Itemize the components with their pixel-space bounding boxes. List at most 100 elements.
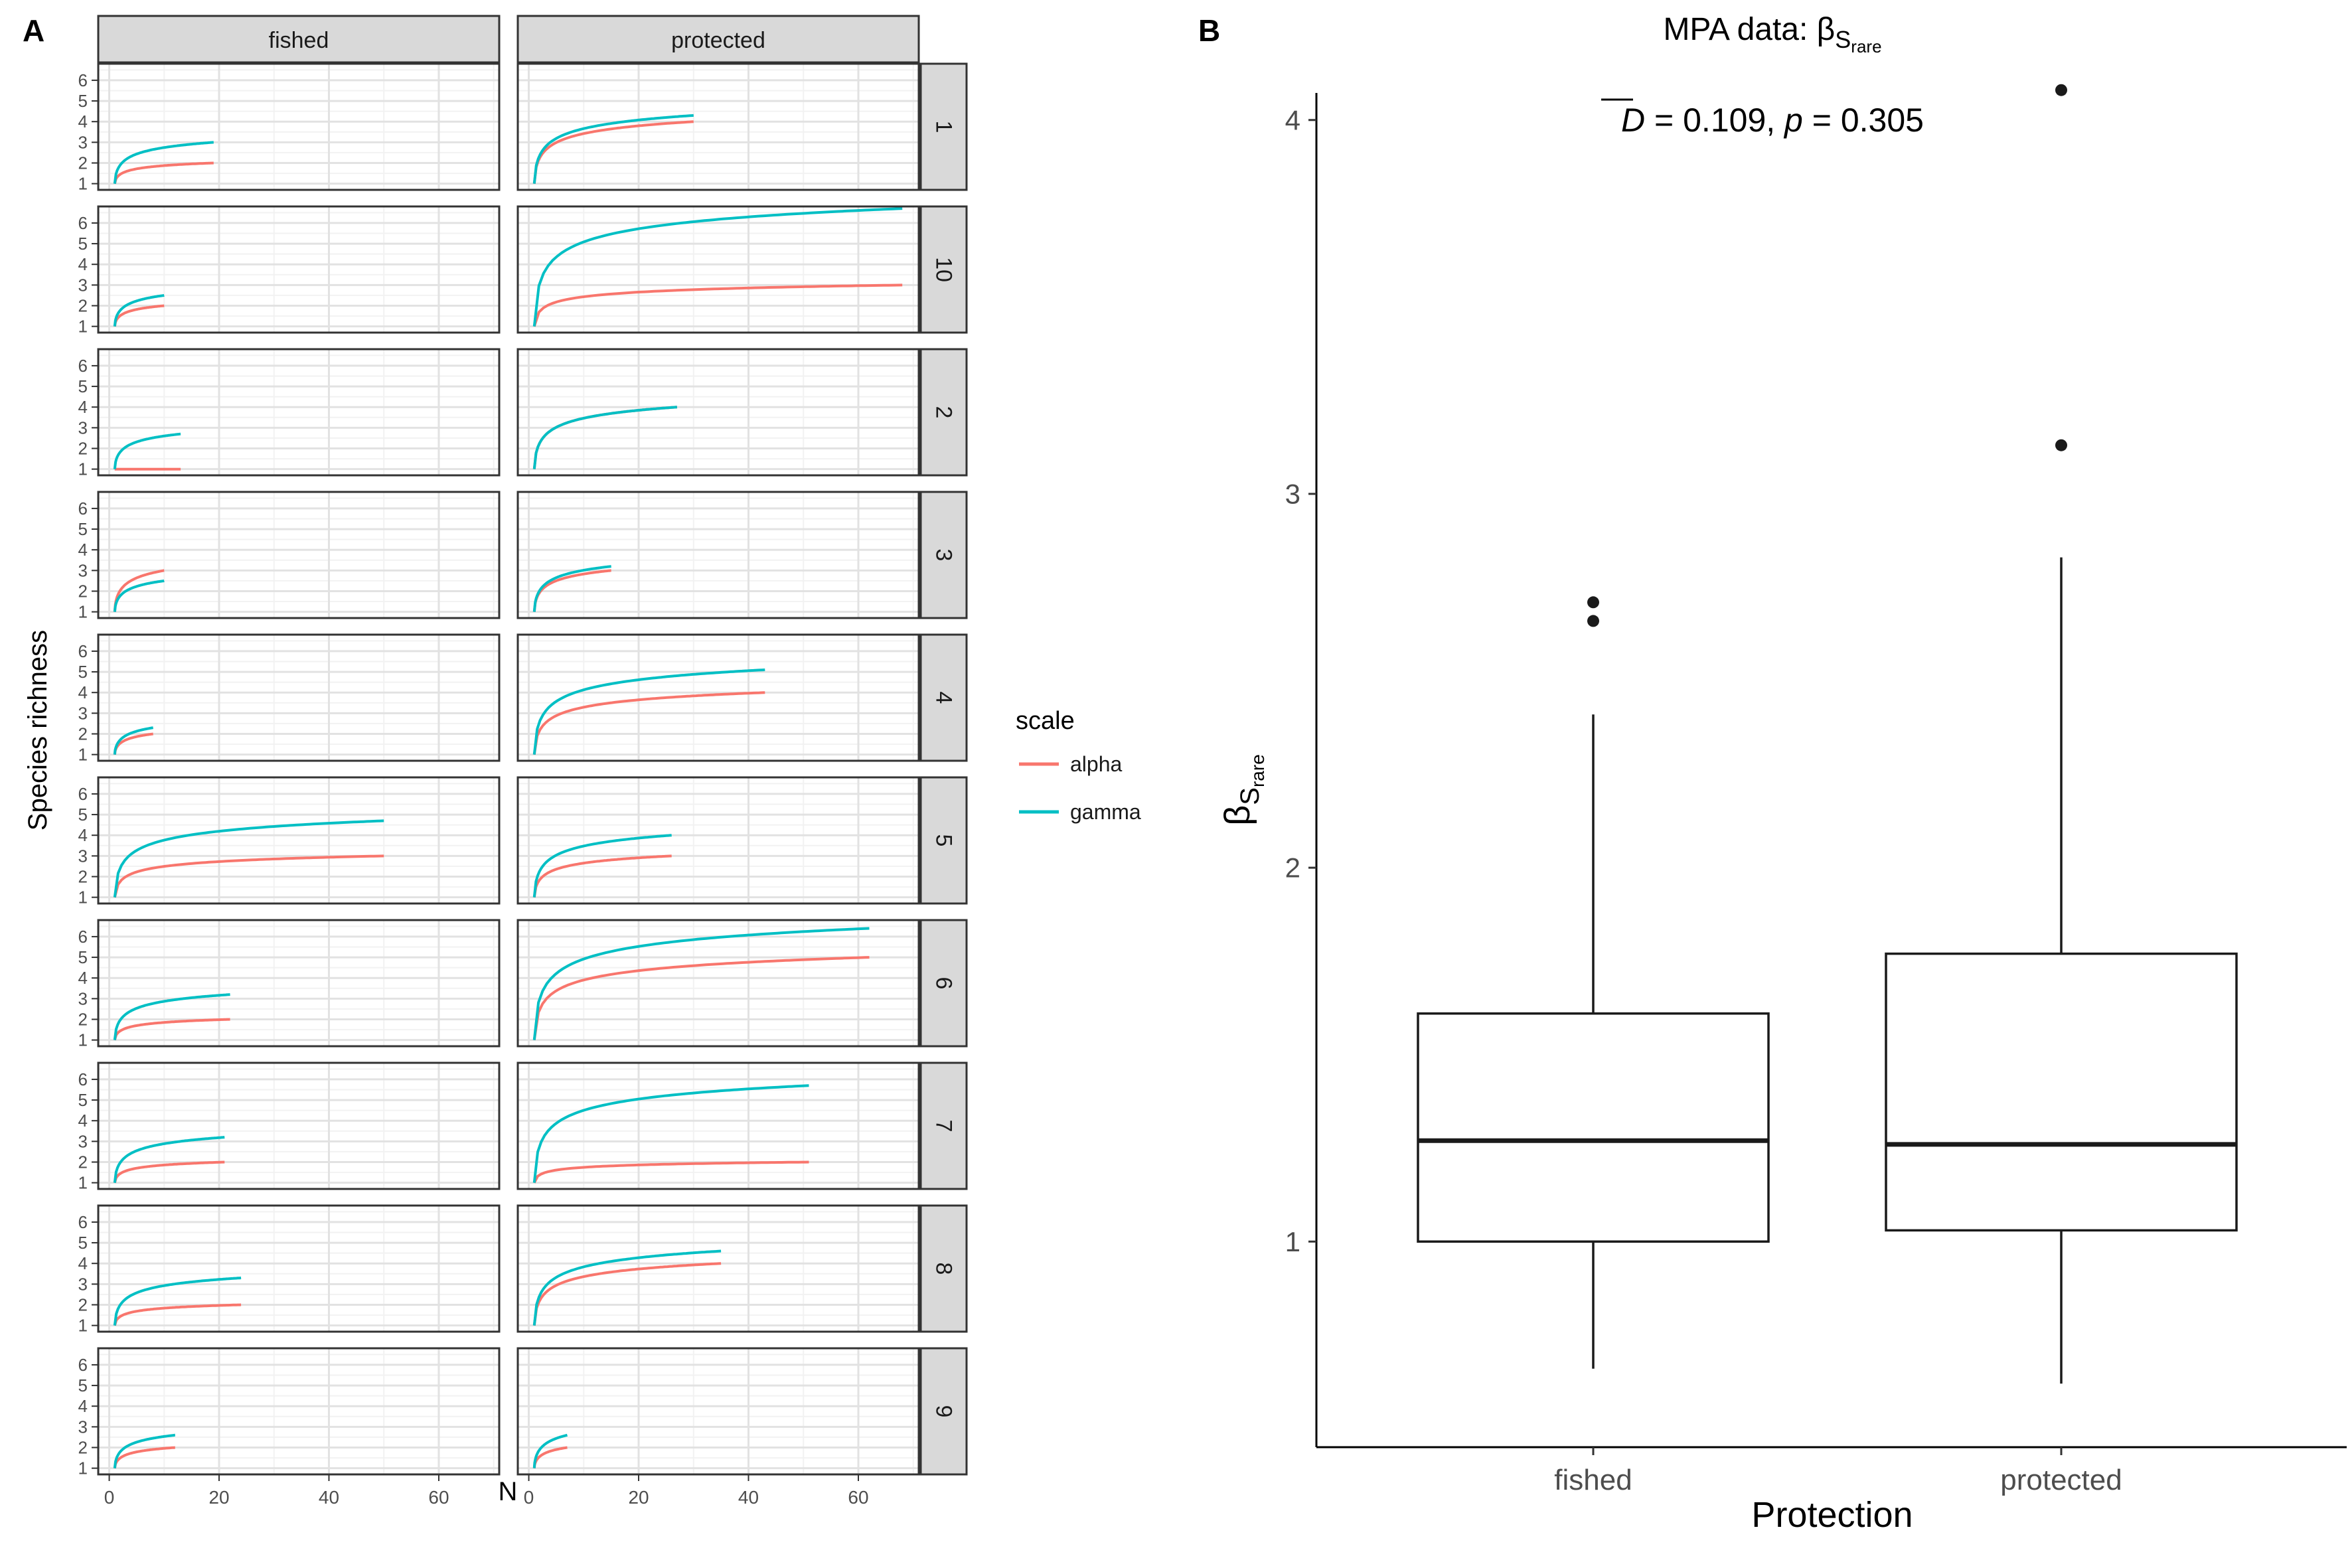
gamma-curve-fished-2 — [113, 432, 181, 469]
stats-d-value: = 0.109, — [1645, 102, 1784, 139]
facet-panel-border — [516, 348, 920, 477]
y-tick-label: 1 — [78, 888, 88, 907]
y-tick-label: 1 — [78, 602, 88, 622]
y-tick-label: 5 — [78, 1090, 88, 1110]
y-tick-label: 2 — [78, 1438, 88, 1458]
facet-panel-border — [97, 491, 501, 619]
row-strip-9 — [919, 1347, 968, 1476]
alpha-curve-protected-4 — [532, 691, 765, 755]
y-tick-label: 4 — [78, 825, 88, 845]
gamma-curve-protected-10 — [532, 207, 903, 327]
legend-label-gamma: gamma — [1070, 800, 1141, 824]
gamma-curve-fished-9 — [113, 1433, 175, 1468]
alpha-curve-protected-7 — [533, 1160, 809, 1184]
y-tick-label: 1 — [78, 745, 88, 765]
y-axis-title-b: βSrare — [1217, 754, 1268, 826]
x-tick-label: 60 — [848, 1487, 868, 1508]
facet-panel-bg — [98, 492, 499, 618]
gamma-curve-fished-5 — [113, 819, 384, 898]
row-strip-label-7: 7 — [931, 1120, 957, 1133]
stats-p-value: = 0.305 — [1803, 102, 1924, 139]
alpha-curve-fished-4 — [113, 732, 153, 755]
facet-panel-bg — [518, 635, 919, 761]
row-strip-6 — [919, 919, 968, 1048]
row-strip-2 — [919, 348, 968, 477]
facet-strip-label-fished: fished — [269, 28, 329, 53]
facet-panel-bg — [98, 1206, 499, 1332]
alpha-curve-protected-1 — [532, 120, 694, 184]
panel-label-b: B — [1198, 13, 1220, 48]
y-tick-label: 1 — [78, 1030, 88, 1050]
facet-panel-bg — [98, 920, 499, 1046]
facet-panel-border — [97, 348, 501, 477]
facet-panel-bg — [98, 1063, 499, 1189]
facet-panel-border — [516, 62, 920, 191]
gamma-curve-protected-4 — [532, 668, 765, 755]
gamma-curve-protected-1 — [532, 114, 694, 184]
outlier-point-fished — [1587, 596, 1599, 609]
y-tick-label: 6 — [78, 1355, 88, 1375]
facet-panel-border — [516, 1347, 920, 1476]
stats-d-symbol: D — [1621, 102, 1645, 139]
chart-title-text: MPA data: β — [1663, 12, 1835, 47]
row-strip-5 — [919, 776, 968, 905]
gamma-curve-protected-6 — [532, 927, 870, 1040]
facet-panel-border — [97, 633, 501, 762]
facet-panel-bg — [518, 492, 919, 618]
gamma-curve-fished-3 — [113, 579, 165, 612]
chart-title-subscript: S — [1835, 26, 1851, 53]
facet-panel-border — [97, 776, 501, 905]
y-tick-label: 5 — [78, 91, 88, 111]
y-tick-label-b: 1 — [1285, 1226, 1300, 1257]
gamma-curve-protected-3 — [532, 565, 611, 612]
row-strip-label-6: 6 — [931, 977, 957, 990]
y-tick-label: 2 — [78, 296, 88, 316]
y-tick-label: 1 — [78, 1316, 88, 1336]
legend-title: scale — [1016, 707, 1075, 735]
y-tick-label-b: 4 — [1285, 104, 1300, 135]
y-tick-label: 1 — [78, 1173, 88, 1193]
row-strip-label-9: 9 — [931, 1405, 957, 1418]
y-tick-label: 2 — [78, 867, 88, 887]
row-strip-7 — [919, 1061, 968, 1190]
alpha-curve-fished-6 — [113, 1018, 230, 1041]
facet-strip-label-protected: protected — [671, 28, 765, 53]
y-tick-label: 3 — [78, 132, 88, 152]
alpha-curve-fished-3 — [113, 569, 165, 612]
gamma-curve-protected-2 — [532, 406, 678, 469]
y-tick-label: 3 — [78, 703, 88, 723]
alpha-curve-fished-1 — [113, 161, 214, 185]
facet-panel-border — [516, 919, 920, 1048]
y-tick-label: 6 — [78, 1069, 88, 1089]
facet-panel-border — [516, 776, 920, 905]
facet-panel-border — [97, 1204, 501, 1333]
outlier-point-protected — [2055, 439, 2067, 451]
row-strip-label-10: 10 — [931, 257, 957, 282]
facet-strip-protected — [516, 15, 920, 64]
panel-label-a: A — [23, 13, 44, 48]
x-tick-label: 0 — [524, 1487, 534, 1508]
y-tick-label: 3 — [78, 988, 88, 1008]
alpha-curve-protected-5 — [532, 854, 672, 898]
x-tick-label-b: fished — [1554, 1464, 1632, 1496]
facet-panel-bg — [518, 64, 919, 190]
gamma-curve-protected-5 — [532, 834, 672, 898]
y-tick-label: 6 — [78, 1212, 88, 1232]
stats-annotation: D = 0.109, p = 0.305 — [1621, 102, 1924, 139]
y-tick-label: 2 — [78, 1010, 88, 1030]
alpha-curve-fished-10 — [113, 304, 165, 327]
box-fished — [1417, 1012, 1770, 1243]
x-tick-label: 40 — [738, 1487, 759, 1508]
y-tick-label: 5 — [78, 1233, 88, 1253]
y-tick-label: 5 — [78, 519, 88, 539]
row-strip-label-2: 2 — [931, 406, 957, 419]
facet-panel-border — [97, 205, 501, 334]
gamma-curve-protected-8 — [532, 1249, 722, 1326]
facet-panel-bg — [98, 64, 499, 190]
y-tick-label: 2 — [78, 439, 88, 459]
gamma-curve-fished-1 — [113, 141, 214, 184]
outlier-point-fished — [1587, 615, 1599, 627]
x-tick-label: 60 — [428, 1487, 449, 1508]
facet-panel-bg — [518, 777, 919, 903]
row-strip-8 — [919, 1204, 968, 1333]
